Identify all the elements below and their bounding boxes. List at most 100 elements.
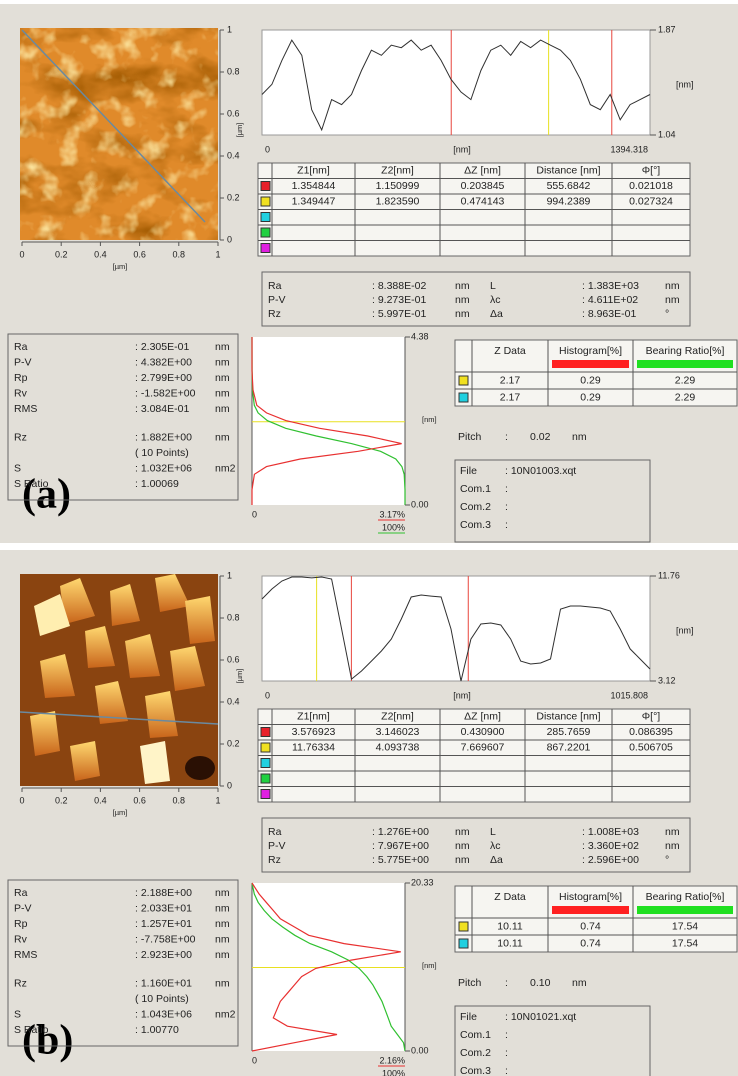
stat-name: P-V [14,902,32,914]
y-tick-label: 0 [227,234,232,244]
x-tick-label: 0 [252,509,257,519]
y-unit: [µm] [235,669,244,684]
roughness-text: Rz [268,854,281,866]
stat-unit: nm [215,887,230,899]
y-tick-label: 0.4 [227,150,240,160]
roughness-text: : 7.967E+00 [372,840,429,852]
table-cell: 4.093738 [376,742,420,754]
table-cell: 0.74 [580,937,601,949]
y-tick-label: 0.6 [227,654,240,664]
roughness-text: Δa [490,854,503,866]
header-color-bar [552,360,629,368]
stat-value: : 1.043E+06 [135,1008,192,1020]
stat-value: : 1.257E+01 [135,918,192,930]
table-cell: 0.506705 [629,742,673,754]
roughness-text: L [490,280,496,292]
stat-value: ( 10 Points) [135,993,189,1005]
table-header: Bearing Ratio[%] [646,345,725,357]
table-cell: 867.2201 [547,742,591,754]
x-tick-label: 0.6 [133,795,146,805]
y-tick-label: 1 [227,570,232,580]
file-label: File [460,465,477,477]
roughness-text: Ra [268,826,282,838]
stat-value: : 2.305E-01 [135,341,189,353]
file-label: Com.1 [460,483,491,495]
x-tick-label: 0 [265,144,270,154]
row-color [261,743,270,752]
stat-name: Rv [14,387,28,399]
file-label: Com.3 [460,1065,491,1076]
row-color [261,790,270,799]
file-value: : 10N01021.xqt [505,1011,576,1023]
stat-unit: nm [215,341,230,353]
table-cell: 0.430900 [461,726,505,738]
roughness-text: nm [455,826,470,838]
table-cell: 3.576923 [292,726,336,738]
stat-name: S Ratio [14,478,49,490]
y-tick-label: 0.8 [227,66,240,76]
x-tick-label: 0.8 [173,249,186,259]
dark-pit [185,756,215,780]
table-cell: 2.17 [500,374,521,386]
stat-value: : 3.084E-01 [135,403,189,415]
stat-name: Ra [14,341,28,353]
table-header: Z1[nm] [297,711,330,723]
table-header: Z1[nm] [297,165,330,177]
stat-unit: nm [215,933,230,945]
table-cell: 0.29 [580,374,601,386]
stat-name: P-V [14,356,32,368]
roughness-text: nm [455,294,470,306]
table-cell: 1.150999 [376,180,420,192]
x-tick-label: 0.6 [133,249,146,259]
file-label: File [460,1011,477,1023]
roughness-text: nm [455,280,470,292]
stat-unit: nm [215,977,230,989]
roughness-text: : 5.775E+00 [372,854,429,866]
table-cell: 2.29 [675,391,696,403]
roughness-text: nm [455,308,470,320]
x-unit: [nm] [453,144,471,154]
y-unit: [nm] [676,625,694,635]
table-cell: 17.54 [672,920,698,932]
y-unit: [nm] [676,79,694,89]
file-value: : [505,1065,508,1076]
roughness-text: nm [665,840,680,852]
x2-tick-label: 100% [382,1068,405,1076]
roughness-text: Rz [268,308,281,320]
roughness-text: : 4.611E+02 [582,294,638,306]
table-cell: 11.76334 [292,742,335,754]
file-label: Com.2 [460,1047,491,1059]
y-tick-label: 0.2 [227,192,240,202]
stat-name: S [14,1008,21,1020]
table-cell: 10.11 [497,920,523,932]
roughness-text: ° [665,854,669,866]
pitch-sep: : [505,431,508,443]
stat-value: : 1.882E+00 [135,431,192,443]
x-tick-label: 0 [265,690,270,700]
pitch-label: Pitch [458,431,482,443]
roughness-text: L [490,826,496,838]
pitch-unit: nm [572,977,587,989]
table-cell: 1.823590 [376,196,420,208]
roughness-text: : 1.276E+00 [372,826,429,838]
table-header: Z2[nm] [381,711,414,723]
x-tick-label: 1 [215,249,220,259]
x-tick-label: 0.4 [94,249,107,259]
x2-tick-label: 100% [382,522,405,532]
row-color [459,393,468,402]
stat-unit: nm2 [215,1008,236,1020]
x-tick-label: 1394.318 [610,144,648,154]
table-cell: 2.17 [500,391,521,403]
row-color [459,939,468,948]
roughness-text: P-V [268,294,286,306]
table-header: Distance [nm] [536,711,600,723]
x-tick-label: 2.16% [379,1055,405,1065]
stat-unit: nm2 [215,462,236,474]
table-cell: 285.7659 [547,726,591,738]
row-color [261,244,270,253]
stat-value: : 2.799E+00 [135,372,192,384]
stat-name: RMS [14,403,37,415]
stat-name: Rv [14,933,28,945]
roughness-text: : 3.360E+02 [582,840,639,852]
x-tick-label: 3.17% [379,509,405,519]
